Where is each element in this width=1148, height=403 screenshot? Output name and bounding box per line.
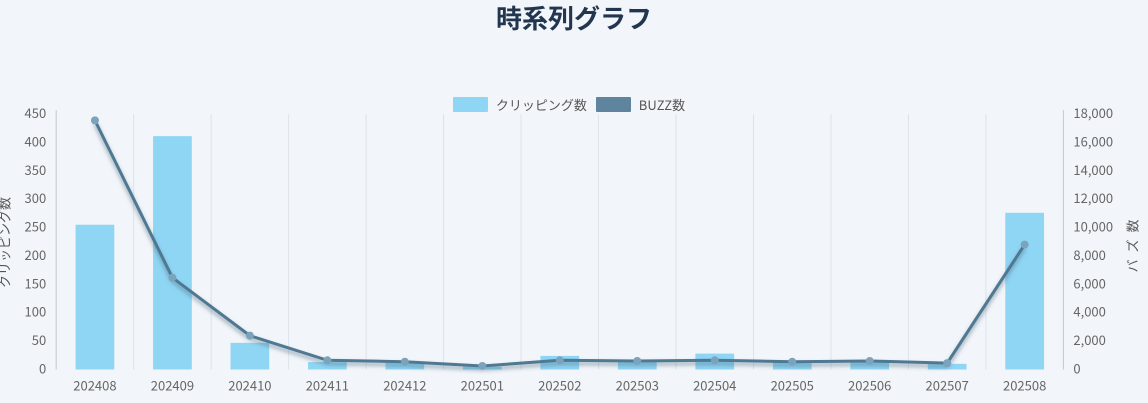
svg-text:6,000: 6,000 — [1073, 273, 1105, 292]
svg-text:14,000: 14,000 — [1073, 160, 1113, 179]
svg-text:0: 0 — [1073, 359, 1080, 378]
svg-text:202502: 202502 — [538, 376, 581, 395]
svg-text:0: 0 — [39, 359, 46, 378]
svg-text:12,000: 12,000 — [1073, 188, 1113, 207]
svg-text:202411: 202411 — [306, 376, 349, 395]
svg-text:202409: 202409 — [151, 376, 194, 395]
svg-text:202412: 202412 — [383, 376, 426, 395]
svg-text:202507: 202507 — [926, 376, 969, 395]
svg-text:2,000: 2,000 — [1073, 330, 1105, 349]
svg-text:200: 200 — [25, 245, 47, 264]
svg-text:202506: 202506 — [848, 376, 891, 395]
svg-text:202508: 202508 — [1003, 376, 1046, 395]
svg-text:300: 300 — [25, 188, 47, 207]
svg-text:18,000: 18,000 — [1073, 103, 1113, 122]
svg-text:202504: 202504 — [693, 376, 736, 395]
svg-text:16,000: 16,000 — [1073, 131, 1113, 150]
svg-text:150: 150 — [25, 273, 47, 292]
svg-text:202505: 202505 — [771, 376, 814, 395]
svg-text:202410: 202410 — [228, 376, 271, 395]
svg-text:202501: 202501 — [461, 376, 504, 395]
svg-text:100: 100 — [25, 302, 47, 321]
svg-text:202503: 202503 — [616, 376, 659, 395]
svg-text:8,000: 8,000 — [1073, 245, 1105, 264]
svg-text:50: 50 — [32, 330, 46, 349]
svg-text:250: 250 — [25, 217, 47, 236]
svg-text:202408: 202408 — [73, 376, 116, 395]
svg-text:450: 450 — [25, 103, 47, 122]
svg-text:350: 350 — [25, 160, 47, 179]
svg-text:10,000: 10,000 — [1073, 217, 1113, 236]
svg-text:400: 400 — [25, 131, 47, 150]
svg-text:4,000: 4,000 — [1073, 302, 1105, 321]
